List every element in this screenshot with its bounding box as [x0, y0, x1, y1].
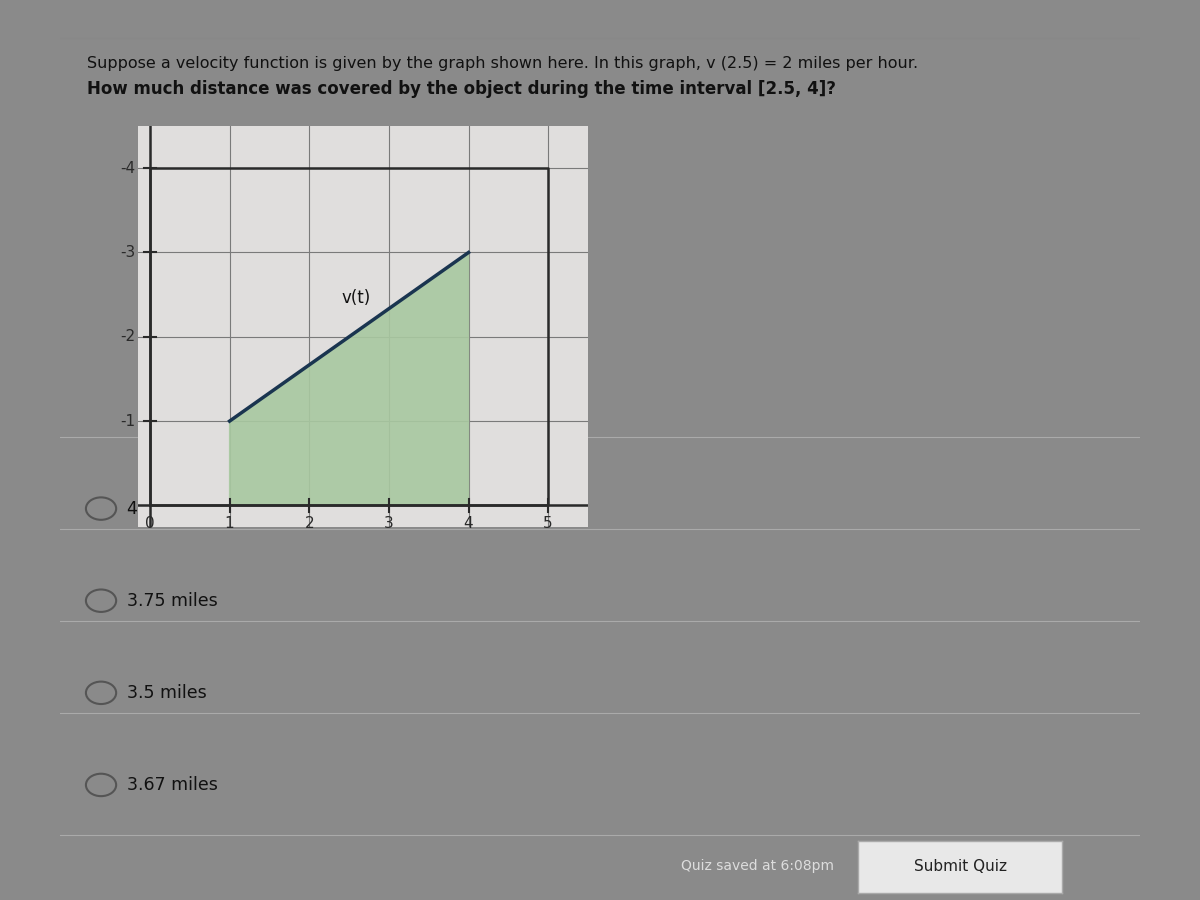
Text: 1: 1	[224, 516, 234, 530]
Text: How much distance was covered by the object during the time interval [2.5, 4]?: How much distance was covered by the obj…	[88, 80, 836, 98]
Text: 4: 4	[463, 516, 473, 530]
Text: -1: -1	[120, 414, 136, 428]
Text: v(t): v(t)	[341, 289, 371, 307]
Text: 0: 0	[145, 516, 155, 530]
Text: 3.67 miles: 3.67 miles	[127, 776, 218, 794]
Text: 2: 2	[305, 516, 314, 530]
Text: 4 miles: 4 miles	[127, 500, 190, 518]
Text: 3.75 miles: 3.75 miles	[127, 591, 217, 609]
Text: 3.5 miles: 3.5 miles	[127, 684, 206, 702]
Text: 3: 3	[384, 516, 394, 530]
Text: Suppose a velocity function is given by the graph shown here. In this graph, v (: Suppose a velocity function is given by …	[88, 56, 918, 71]
Text: Quiz saved at 6:08pm: Quiz saved at 6:08pm	[680, 860, 834, 873]
Text: 5: 5	[544, 516, 553, 530]
Polygon shape	[229, 253, 468, 506]
Text: Submit Quiz: Submit Quiz	[913, 860, 1007, 874]
Text: -2: -2	[120, 329, 136, 345]
Text: -3: -3	[120, 245, 136, 260]
Text: -4: -4	[120, 161, 136, 176]
